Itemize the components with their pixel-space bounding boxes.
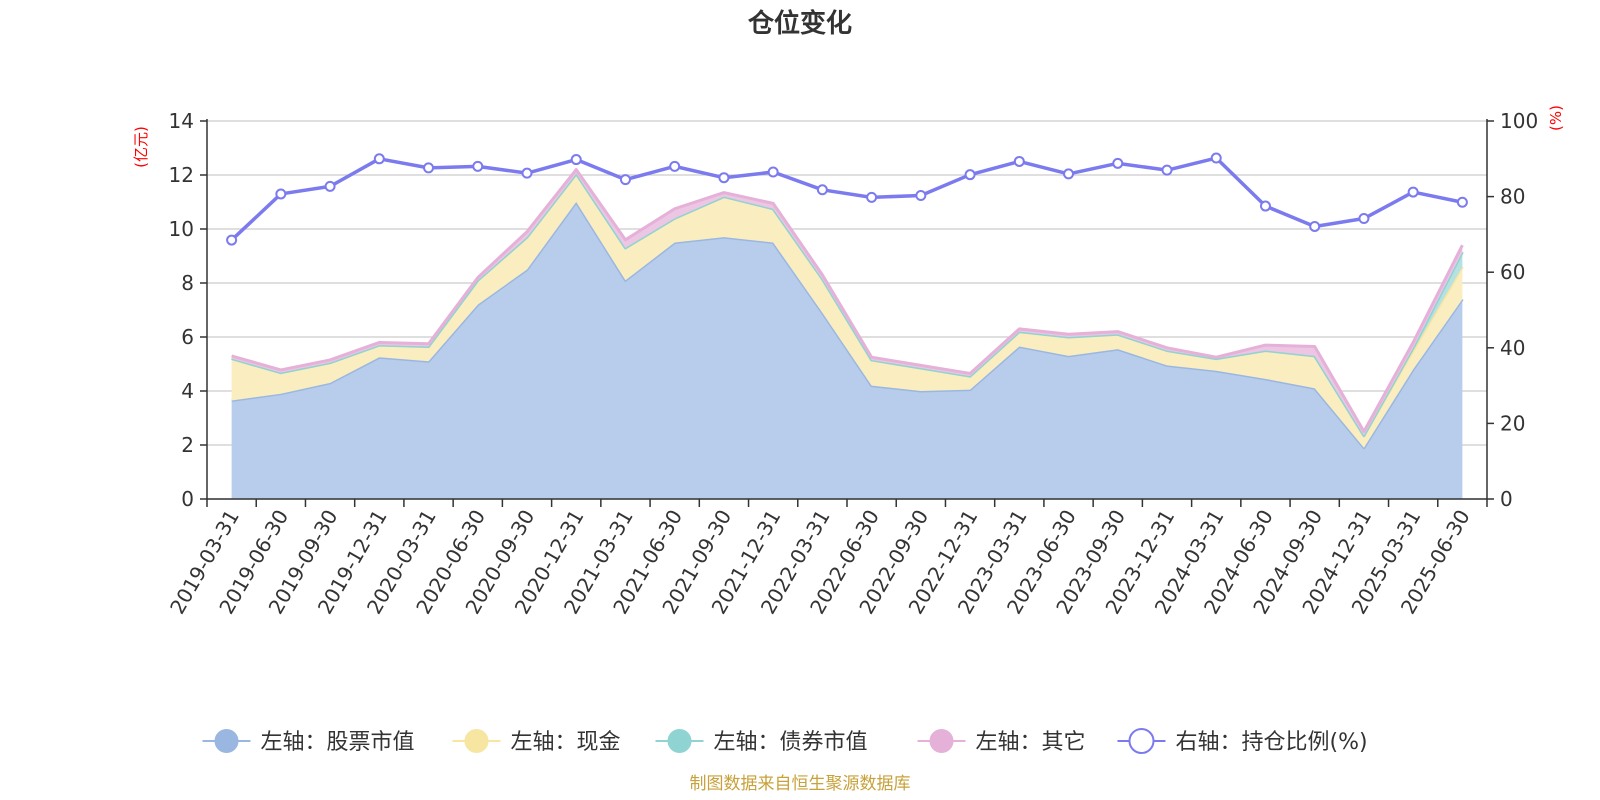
ratio-point <box>964 169 976 181</box>
legend-label: 右轴：持仓比例(%) <box>1176 730 1368 755</box>
ratio-point <box>570 154 582 166</box>
legend-label: 左轴：现金 <box>511 730 621 755</box>
left-tick-label: 6 <box>181 325 194 349</box>
ratio-point <box>324 180 336 192</box>
ratio-line-path <box>230 156 1463 242</box>
ratio-point <box>669 160 681 172</box>
ratio-point <box>1161 164 1173 176</box>
right-tick-label: 80 <box>1500 185 1525 209</box>
legend-item[interactable]: 左轴：股票市值 <box>202 729 415 755</box>
left-tick-label: 2 <box>181 433 194 457</box>
ratio-point <box>1358 213 1370 225</box>
ratio-point <box>521 167 533 179</box>
legend: 左轴：股票市值 左轴：现金 左轴：债券市值 左轴：其它 右轴：持仓比例(%) <box>202 728 1368 755</box>
ratio-point <box>1309 220 1321 232</box>
left-tick-label: 12 <box>169 163 194 187</box>
area-edge-左轴：其它 <box>231 168 1464 433</box>
right-tick-label: 60 <box>1500 260 1525 284</box>
ratio-point <box>1112 157 1124 169</box>
ratio-point <box>472 160 484 172</box>
left-tick-label: 14 <box>169 109 194 133</box>
right-tick-label: 40 <box>1500 336 1525 360</box>
ratio-point <box>1456 196 1468 208</box>
ratio-point <box>226 234 238 246</box>
legend-label: 左轴：债券市值 <box>714 730 868 755</box>
right-tick-label: 20 <box>1500 411 1525 435</box>
legend-label: 左轴：股票市值 <box>261 730 415 755</box>
chart-title: 仓位变化 <box>747 8 852 39</box>
legend-item[interactable]: 左轴：现金 <box>452 729 621 755</box>
ratio-point <box>816 184 828 196</box>
ratio-point <box>275 188 287 200</box>
legend-marker <box>929 729 954 753</box>
ratio-point <box>1259 200 1271 212</box>
holding-ratio-line <box>226 152 1468 246</box>
stacked-areas <box>231 168 1464 499</box>
legend-marker <box>667 729 692 753</box>
left-tick-label: 4 <box>181 379 194 403</box>
legend-label: 左轴：其它 <box>976 730 1086 755</box>
ratio-point <box>1013 155 1025 167</box>
right-axis-unit: (%) <box>1547 105 1565 131</box>
legend-item[interactable]: 左轴：其它 <box>917 729 1086 755</box>
ratio-point <box>619 174 631 186</box>
ratio-point <box>767 166 779 178</box>
right-tick-label: 100 <box>1500 109 1538 133</box>
legend-item[interactable]: 左轴：债券市值 <box>655 729 868 755</box>
legend-marker <box>464 729 489 753</box>
left-tick-label: 0 <box>181 487 194 511</box>
left-axis-unit: (亿元) <box>132 126 150 168</box>
data-source-note: 制图数据来自恒生聚源数据库 <box>690 774 911 794</box>
left-tick-label: 8 <box>181 271 194 295</box>
ratio-point <box>1407 186 1419 198</box>
ratio-point <box>866 191 878 203</box>
legend-marker <box>1128 728 1155 754</box>
ratio-point <box>718 172 730 184</box>
ratio-point <box>915 189 927 201</box>
legend-marker <box>214 729 239 753</box>
legend-item[interactable]: 右轴：持仓比例(%) <box>1117 728 1368 755</box>
ratio-point <box>1063 168 1075 180</box>
ratio-point <box>423 162 435 174</box>
ratio-point <box>1210 152 1222 164</box>
left-tick-label: 10 <box>169 217 194 241</box>
area-左轴：现金 <box>231 173 1463 448</box>
ratio-point <box>373 153 385 165</box>
right-tick-label: 0 <box>1500 487 1513 511</box>
